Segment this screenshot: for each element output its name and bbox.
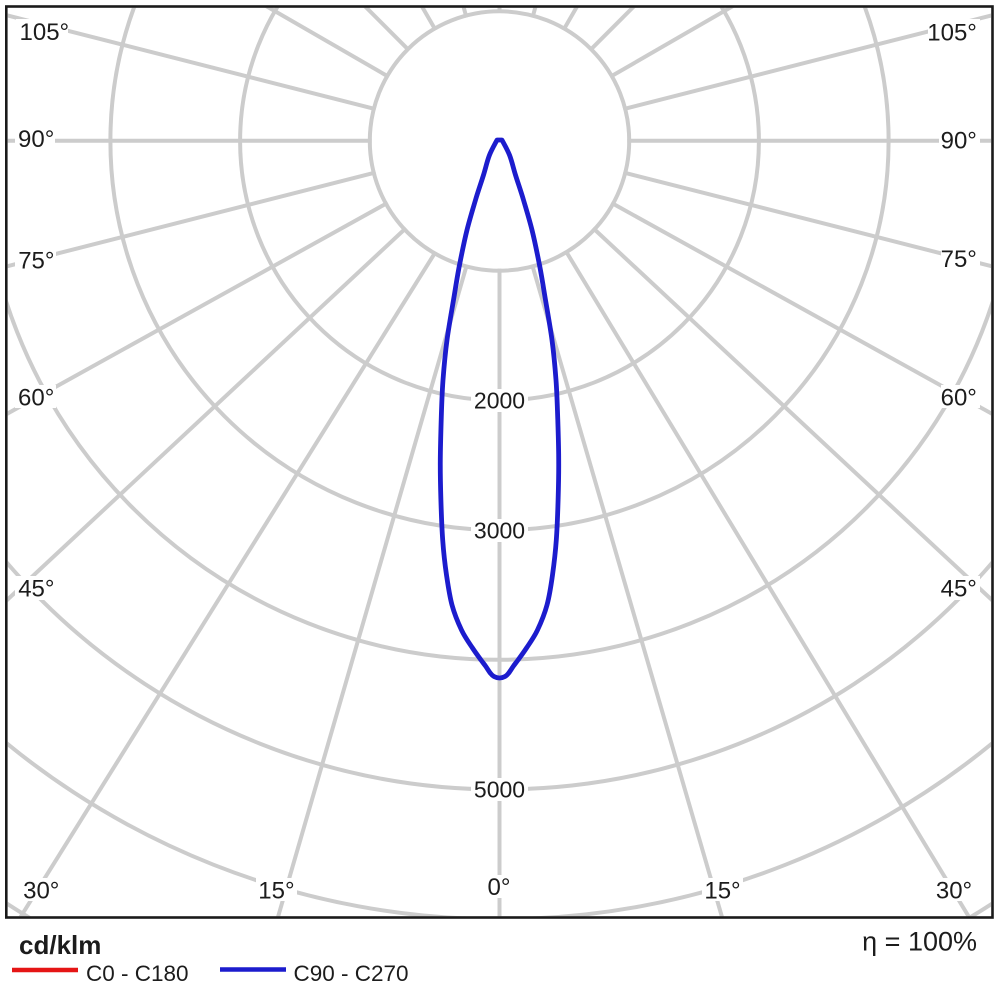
svg-text:2000: 2000 <box>474 388 525 414</box>
svg-text:0°: 0° <box>488 874 511 901</box>
svg-text:5000: 5000 <box>474 777 525 803</box>
svg-text:15°: 15° <box>704 877 740 904</box>
svg-text:105°: 105° <box>20 19 70 46</box>
svg-text:3000: 3000 <box>474 518 525 544</box>
svg-text:75°: 75° <box>941 246 977 273</box>
svg-text:30°: 30° <box>936 877 972 904</box>
svg-text:η = 100%: η = 100% <box>862 927 977 957</box>
svg-text:cd/klm: cd/klm <box>19 930 101 960</box>
svg-text:90°: 90° <box>18 126 54 153</box>
svg-text:15°: 15° <box>258 877 294 904</box>
svg-text:60°: 60° <box>18 385 54 412</box>
svg-text:60°: 60° <box>941 385 977 412</box>
svg-text:C90 - C270: C90 - C270 <box>294 961 409 986</box>
svg-text:75°: 75° <box>18 247 54 274</box>
svg-text:105°: 105° <box>927 20 977 47</box>
svg-text:45°: 45° <box>941 576 977 603</box>
svg-text:30°: 30° <box>23 877 59 904</box>
svg-text:45°: 45° <box>18 576 54 603</box>
svg-text:C0 - C180: C0 - C180 <box>86 961 189 986</box>
svg-text:90°: 90° <box>941 127 977 154</box>
